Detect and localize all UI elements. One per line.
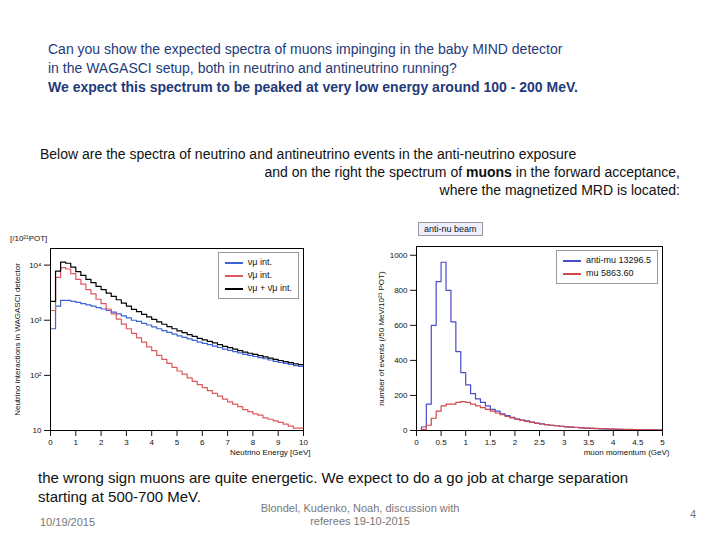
svg-text:5: 5 [660,438,665,447]
svg-text:2: 2 [513,438,518,447]
svg-text:muon momentum (GeV): muon momentum (GeV) [584,448,670,457]
svg-text:800: 800 [394,286,408,295]
svg-text:4: 4 [149,438,154,447]
svg-text:10: 10 [33,426,42,435]
svg-text:6: 6 [200,438,205,447]
svg-text:Neutrino Energy [GeV]: Neutrino Energy [GeV] [230,448,310,457]
html-text:in the WAGASCI setup, both in: in the WAGASCI setup, both in neutrino a… [48,60,457,76]
html-text:[/10²¹POT]: [/10²¹POT] [10,234,48,243]
svg-text:600: 600 [394,321,408,330]
svg-text:7: 7 [225,438,230,447]
html-text:νμ + ν̄μ int.: νμ + ν̄μ int. [247,283,292,293]
svg-text:400: 400 [394,356,408,365]
html-text:4: 4 [690,508,697,520]
svg-text:10⁴: 10⁴ [29,261,42,270]
svg-text:0.5: 0.5 [436,438,448,447]
svg-text:8: 8 [251,438,256,447]
html-text:and on the right the spectrum: and on the right the spectrum of muons i… [264,164,680,180]
html-text:νμ int.: νμ int. [247,257,273,267]
html-text:Blondel, Kudenko, Noah, discus: Blondel, Kudenko, Noah, discussion with [260,502,460,514]
html-text:Below are the spectra of neutr: Below are the spectra of neutrino and an… [40,146,577,162]
svg-text:10: 10 [299,438,308,447]
svg-text:0: 0 [403,426,408,435]
html-text:10/19/2015: 10/19/2015 [40,516,96,528]
svg-text:3: 3 [562,438,567,447]
html-text:anti-mu 13296.5: anti-mu 13296.5 [586,255,651,265]
svg-text:2: 2 [99,438,104,447]
svg-text:0: 0 [48,438,53,447]
html-text:the wrong sign muons are quite: the wrong sign muons are quite energetic… [38,469,629,486]
svg-text:9: 9 [276,438,281,447]
svg-text:10²: 10² [30,371,42,380]
svg-text:2.5: 2.5 [534,438,546,447]
svg-text:1: 1 [74,438,79,447]
html-text:referees 19-10-2015: referees 19-10-2015 [310,515,410,527]
svg-text:4: 4 [611,438,616,447]
svg-text:10³: 10³ [30,316,42,325]
svg-text:4.5: 4.5 [632,438,644,447]
html-text:where the magnetized MRD is lo: where the magnetized MRD is located: [439,182,680,198]
svg-text:0: 0 [414,438,419,447]
svg-text:1.5: 1.5 [485,438,497,447]
svg-text:number of events (/50 MeV/10²¹: number of events (/50 MeV/10²¹ POT) [377,271,386,406]
svg-text:5: 5 [175,438,180,447]
html-text:mu 5863.60: mu 5863.60 [586,268,634,278]
html-text:We expect this spectrum to be: We expect this spectrum to be peaked at … [48,79,578,95]
svg-text:3: 3 [124,438,129,447]
html-text:anti-nu beam: anti-nu beam [424,224,477,234]
svg-text:Neutrino interactions in WAGAS: Neutrino interactions in WAGASCI detecto… [13,263,22,416]
svg-text:200: 200 [394,391,408,400]
html-text:starting at 500-700 MeV.: starting at 500-700 MeV. [38,488,201,505]
svg-text:3.5: 3.5 [583,438,595,447]
svg-text:1: 1 [463,438,468,447]
html-text:Can you show the expected spec: Can you show the expected spectra of muo… [48,41,563,57]
html-text:ν̄μ int.: ν̄μ int. [247,270,273,280]
svg-text:1000: 1000 [390,251,408,260]
